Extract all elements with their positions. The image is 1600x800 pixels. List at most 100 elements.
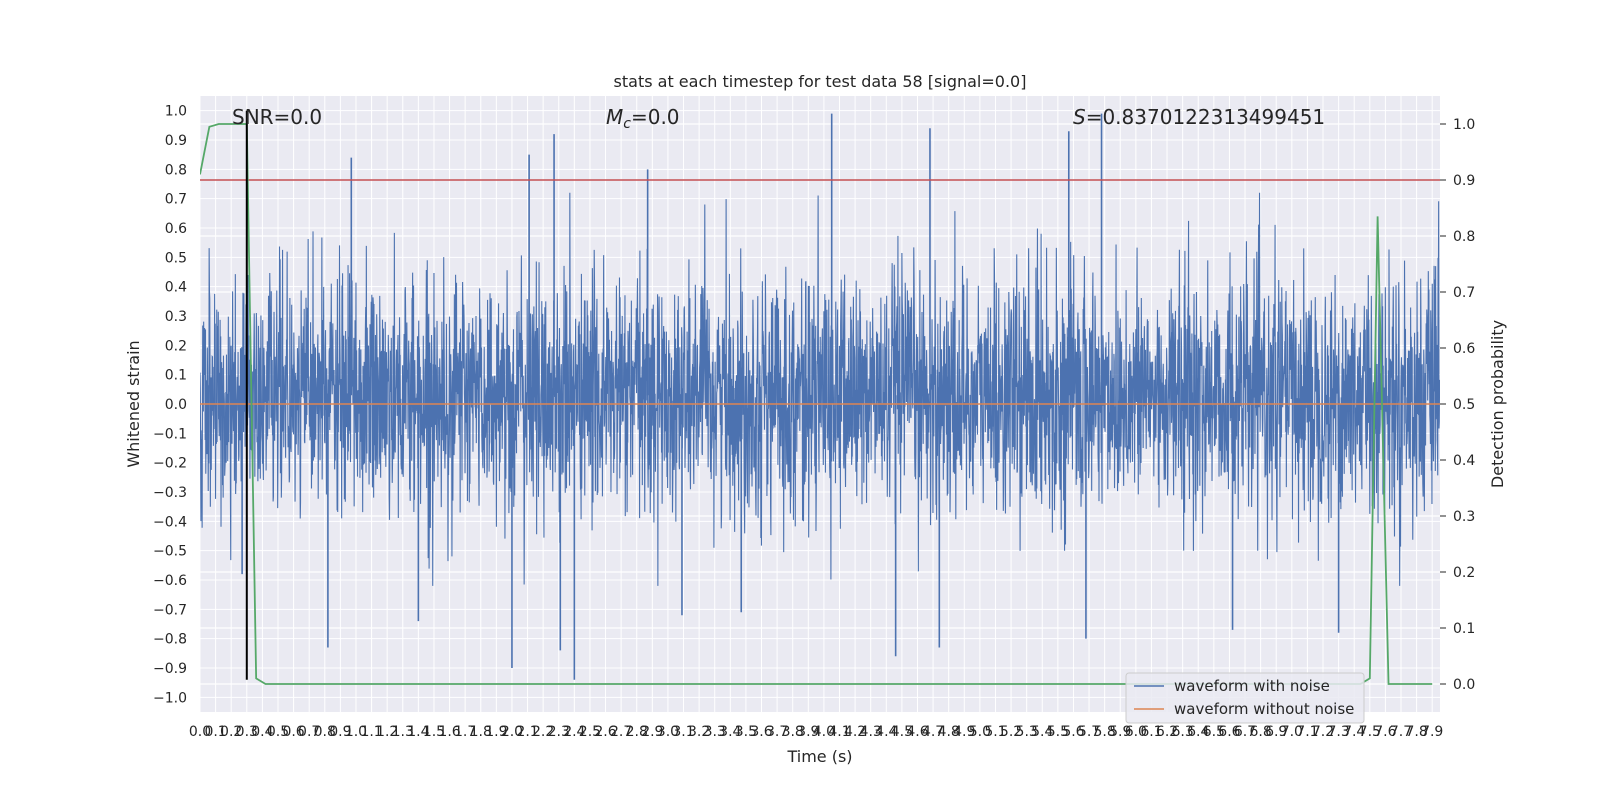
x-tick-label-78: 7.8 xyxy=(1405,724,1427,740)
x-tick-label-51: 5.1 xyxy=(984,724,1006,740)
noise-spikes xyxy=(241,113,1340,680)
y2-tick-label-9: 0.9 xyxy=(1453,173,1475,189)
x-tick-label-31: 3.1 xyxy=(672,724,694,740)
y-tick-label-2: −0.8 xyxy=(153,632,187,648)
y-axis-left: −1.0 −0.9 −0.8 −0.7 −0.6 −0.5 −0.4 −0.3 −0.2 −0.1… xyxy=(153,104,187,707)
x-tick-label-29: 2.9 xyxy=(641,724,663,740)
x-tick-label-40: 4.0 xyxy=(813,724,835,740)
x-tick-label-71: 7.1 xyxy=(1296,724,1318,740)
x-tick-label-13: 1.3 xyxy=(392,724,414,740)
x-tick-label-27: 2.7 xyxy=(610,724,632,740)
x-tick-label-57: 5.7 xyxy=(1078,724,1100,740)
legend: waveform with noise waveform without noi… xyxy=(1125,672,1365,724)
x-tick-label-32: 3.2 xyxy=(688,724,710,740)
x-tick-label-34: 3.4 xyxy=(719,724,741,740)
x-tick-label-65: 6.5 xyxy=(1203,724,1225,740)
x-tick-label-14: 1.4 xyxy=(407,724,429,740)
x-tick-label-3: 0.3 xyxy=(236,724,258,740)
x-tick-label-42: 4.2 xyxy=(844,724,866,740)
x-tick-label-19: 1.9 xyxy=(485,724,507,740)
x-tick-label-54: 5.4 xyxy=(1031,724,1053,740)
x-tick-label-2: 0.2 xyxy=(220,724,242,740)
legend-label-clean: waveform without noise xyxy=(1174,700,1354,718)
y2-tick-label-5: 0.5 xyxy=(1453,397,1475,413)
x-tick-label-45: 4.5 xyxy=(891,724,913,740)
y-axis-label: Whitened strain xyxy=(124,340,143,467)
x-tick-label-61: 6.1 xyxy=(1140,724,1162,740)
y2-tick-label-10: 1.0 xyxy=(1453,117,1475,133)
y-tick-label-9: −0.1 xyxy=(153,426,187,442)
s-value: =0.8370122313499451 xyxy=(1086,105,1325,129)
x-tick-label-33: 3.3 xyxy=(704,724,726,740)
x-tick-label-47: 4.7 xyxy=(922,724,944,740)
x-tick-label-22: 2.2 xyxy=(532,724,554,740)
x-tick-label-67: 6.7 xyxy=(1234,724,1256,740)
x-tick-label-0: 0.0 xyxy=(189,724,211,740)
x-tick-label-20: 2.0 xyxy=(501,724,523,740)
x-axis-label: Time (s) xyxy=(786,747,852,766)
y-tick-label-6: −0.4 xyxy=(153,514,187,530)
y-tick-label-7: −0.3 xyxy=(153,485,187,501)
x-tick-label-5: 0.5 xyxy=(267,724,289,740)
x-tick-label-63: 6.3 xyxy=(1172,724,1194,740)
y-tick-label-14: 0.4 xyxy=(165,280,187,296)
x-tick-label-56: 5.6 xyxy=(1062,724,1084,740)
y-tick-label-0: −1.0 xyxy=(153,690,187,706)
x-tick-label-24: 2.4 xyxy=(563,724,585,740)
x-tick-label-50: 5.0 xyxy=(969,724,991,740)
x-tick-label-62: 6.2 xyxy=(1156,724,1178,740)
x-tick-label-25: 2.5 xyxy=(579,724,601,740)
y-tick-label-15: 0.5 xyxy=(165,250,187,266)
x-tick-label-16: 1.6 xyxy=(438,724,460,740)
y-axis-right: 0.0 0.1 0.2 0.3 0.4 0.5 0.6 0.7 0.8 0.9 1.0 xyxy=(1440,117,1475,693)
y2-tick-label-1: 0.1 xyxy=(1453,621,1475,637)
x-tick-label-6: 0.6 xyxy=(282,724,304,740)
y2-tick-label-7: 0.7 xyxy=(1453,285,1475,301)
legend-label-noise: waveform with noise xyxy=(1174,677,1330,695)
x-tick-label-43: 4.3 xyxy=(860,724,882,740)
x-tick-label-1: 0.1 xyxy=(204,724,226,740)
mc-value: =0.0 xyxy=(631,105,680,129)
series-detection-probability xyxy=(200,123,1433,685)
y-tick-label-3: −0.7 xyxy=(153,602,187,618)
y-tick-label-13: 0.3 xyxy=(165,309,187,325)
y2-tick-label-2: 0.2 xyxy=(1453,565,1475,581)
x-tick-label-74: 7.4 xyxy=(1343,724,1365,740)
x-tick-label-17: 1.7 xyxy=(454,724,476,740)
y-tick-label-16: 0.6 xyxy=(165,221,187,237)
y-tick-label-8: −0.2 xyxy=(153,456,187,472)
y-tick-label-19: 0.9 xyxy=(165,133,187,149)
x-tick-label-73: 7.3 xyxy=(1327,724,1349,740)
x-tick-label-44: 4.4 xyxy=(875,724,897,740)
x-tick-label-26: 2.6 xyxy=(594,724,616,740)
y2-tick-label-3: 0.3 xyxy=(1453,509,1475,525)
x-tick-label-12: 1.2 xyxy=(376,724,398,740)
y-tick-label-5: −0.5 xyxy=(153,544,187,560)
x-tick-label-38: 3.8 xyxy=(782,724,804,740)
y-tick-label-17: 0.7 xyxy=(165,192,187,208)
x-tick-label-66: 6.6 xyxy=(1218,724,1240,740)
x-tick-label-28: 2.8 xyxy=(626,724,648,740)
snr-annotation: SNR=0.0 xyxy=(232,105,322,129)
x-tick-label-18: 1.8 xyxy=(470,724,492,740)
x-tick-label-52: 5.2 xyxy=(1000,724,1022,740)
mc-symbol: M xyxy=(606,105,623,129)
y-tick-label-20: 1.0 xyxy=(165,104,187,120)
x-axis: 0.00.10.20.30.40.50.60.70.80.91.01.11.21… xyxy=(189,724,1443,740)
x-tick-label-72: 7.2 xyxy=(1312,724,1334,740)
x-tick-label-76: 7.6 xyxy=(1374,724,1396,740)
x-tick-label-59: 5.9 xyxy=(1109,724,1131,740)
y2-tick-label-0: 0.0 xyxy=(1453,677,1475,693)
x-tick-label-15: 1.5 xyxy=(423,724,445,740)
y2-tick-label-6: 0.6 xyxy=(1453,341,1475,357)
s-annotation: S=0.8370122313499451 xyxy=(1073,105,1325,129)
y-tick-label-12: 0.2 xyxy=(165,338,187,354)
y-tick-label-18: 0.8 xyxy=(165,162,187,178)
x-tick-label-69: 6.9 xyxy=(1265,724,1287,740)
mc-annotation: Mc=0.0 xyxy=(606,105,680,132)
y-tick-label-11: 0.1 xyxy=(165,368,187,384)
x-tick-label-7: 0.7 xyxy=(298,724,320,740)
x-tick-label-70: 7.0 xyxy=(1281,724,1303,740)
x-tick-label-60: 6.0 xyxy=(1125,724,1147,740)
